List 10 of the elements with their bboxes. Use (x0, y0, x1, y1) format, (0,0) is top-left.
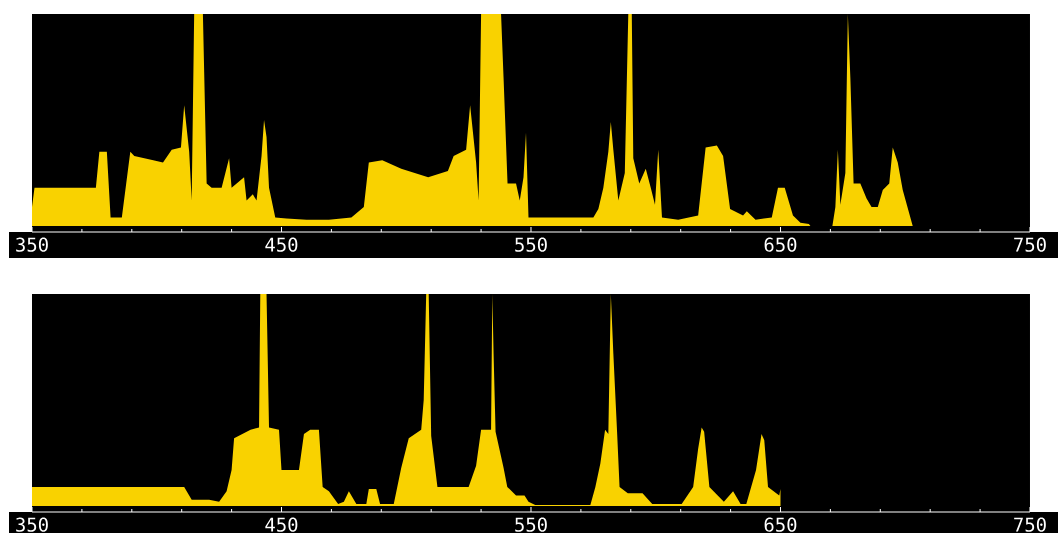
x-tick-label: 750 (1014, 237, 1046, 252)
x-tick-label: 350 (16, 517, 48, 532)
x-tick-label: 650 (764, 237, 797, 252)
x-tick-label: 350 (16, 237, 48, 252)
x-tick-label: 450 (265, 237, 298, 252)
x-tick-label: 550 (515, 237, 547, 252)
x-tick-label: 450 (265, 517, 298, 532)
x-tick-label: 550 (515, 517, 547, 532)
x-tick-label: 750 (1014, 517, 1046, 532)
x-tick-label: 650 (764, 517, 797, 532)
